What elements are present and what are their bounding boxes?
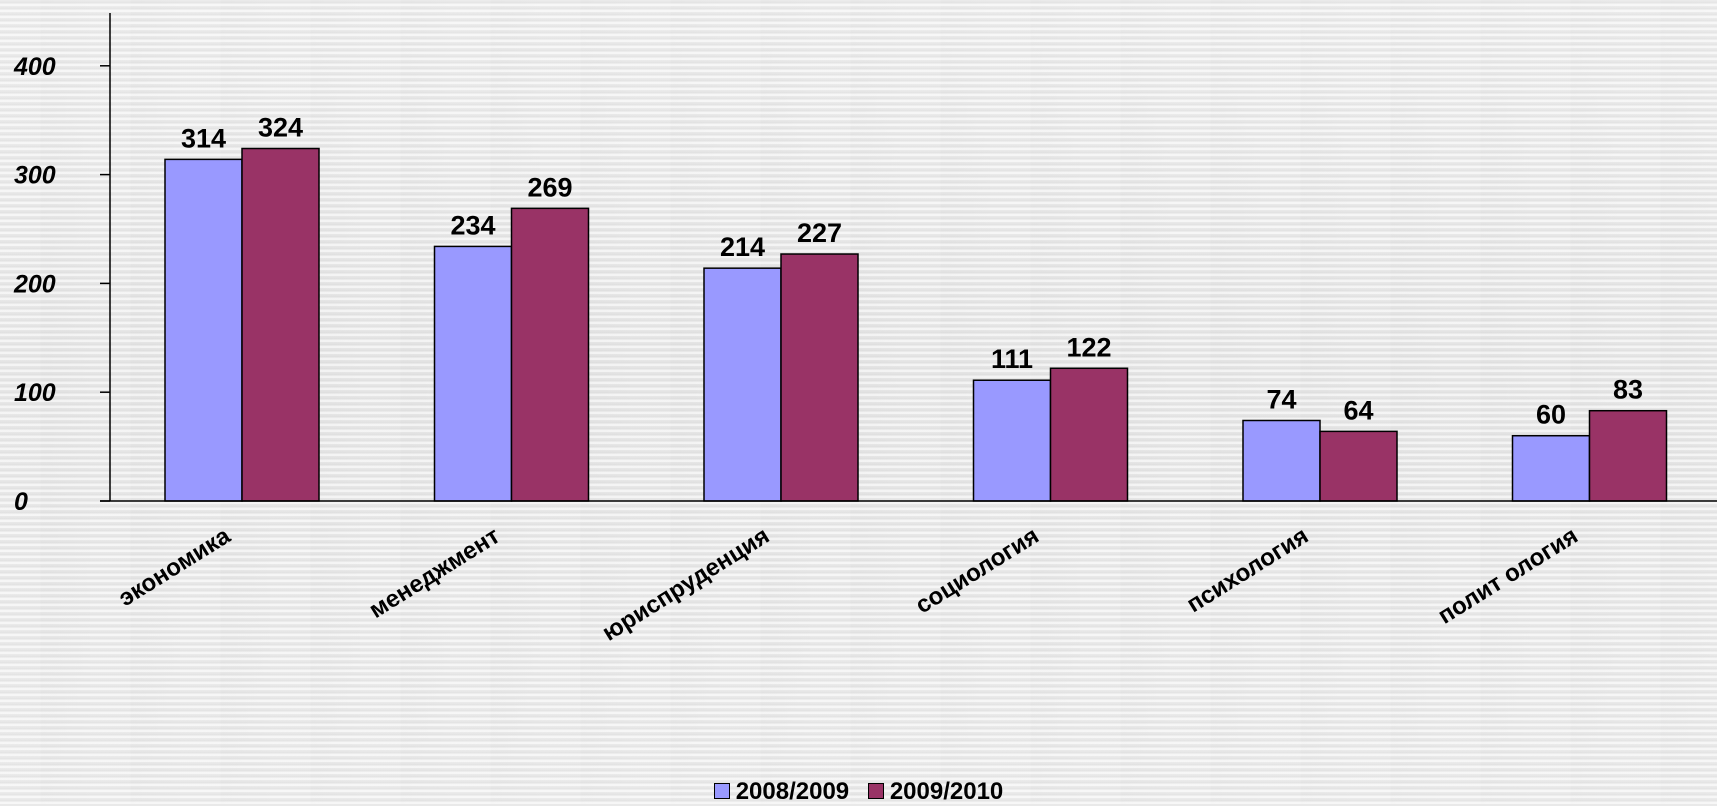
bar-series-1-2 <box>433 245 513 502</box>
legend-item-series-2: 2009/2010 <box>867 778 1004 806</box>
bar-series-2-1 <box>241 147 320 502</box>
x-category-label-6: полит ология <box>1433 522 1582 629</box>
bar-series-2-6 <box>1588 409 1668 502</box>
bar-series-2-5 <box>1319 430 1398 502</box>
data-label-series-2-6: 83 <box>1613 375 1643 405</box>
bar-series-1-6 <box>1511 434 1591 502</box>
bar-series-1-1 <box>164 158 243 502</box>
data-label-series-1-5: 74 <box>1266 384 1296 414</box>
legend-label-series-2: 2009/2010 <box>889 778 1004 805</box>
x-category-label-4: социология <box>911 522 1044 619</box>
legend-swatch-series-2 <box>867 783 884 799</box>
bar-series-1-3 <box>703 267 782 502</box>
y-tick-label-2: 100 <box>14 379 56 407</box>
legend: 2008/2009 2009/2010 <box>0 778 1717 806</box>
x-category-label-5: психология <box>1182 522 1313 618</box>
x-category-label-2: менеджмент <box>364 522 504 624</box>
y-tick-label-1: 0 <box>14 488 28 516</box>
data-label-series-2-3: 227 <box>797 218 842 248</box>
bar-series-2-3 <box>780 253 859 502</box>
data-label-series-2-1: 324 <box>258 112 303 142</box>
bar-series-2-4 <box>1049 367 1129 502</box>
data-label-series-1-2: 234 <box>450 210 495 240</box>
bar-series-1-5 <box>1242 419 1321 502</box>
y-tick-label-3: 200 <box>13 270 56 298</box>
data-label-series-1-6: 60 <box>1536 400 1566 430</box>
data-label-series-1-4: 111 <box>991 344 1033 374</box>
legend-item-series-1: 2008/2009 <box>713 778 850 806</box>
bar-series-2-2 <box>510 207 590 502</box>
y-tick-label-5: 400 <box>13 53 56 81</box>
x-category-label-1: экономика <box>114 522 236 612</box>
bar-series-1-4 <box>972 379 1052 502</box>
bars-group <box>164 147 1668 502</box>
data-label-series-2-4: 122 <box>1066 332 1111 362</box>
data-label-series-2-5: 64 <box>1343 395 1373 425</box>
y-tick-label-4: 300 <box>14 162 56 190</box>
axes-group <box>100 13 1717 502</box>
data-label-series-1-3: 214 <box>720 232 765 262</box>
data-label-series-2-2: 269 <box>527 172 572 202</box>
x-category-label-3: юриспруденция <box>598 522 775 646</box>
legend-label-series-1: 2008/2009 <box>735 778 850 805</box>
legend-swatch-series-1 <box>713 783 730 799</box>
data-label-series-1-1: 314 <box>181 123 226 153</box>
